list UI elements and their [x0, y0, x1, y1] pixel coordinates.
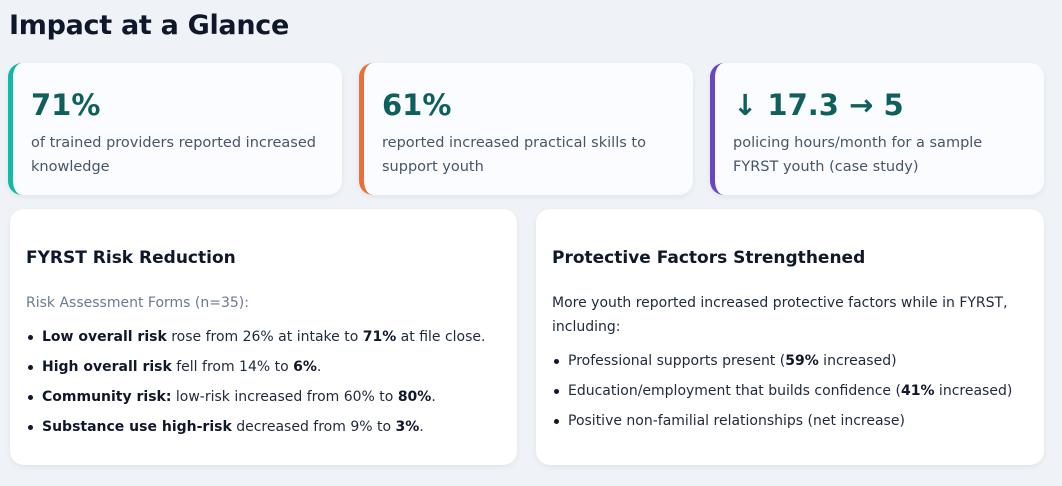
card-subtitle: Risk Assessment Forms (n=35): — [26, 295, 249, 311]
list-item: Community risk: low-risk increased from … — [28, 387, 501, 407]
stat-description: reported increased practical skills to s… — [382, 135, 646, 175]
list-item: Substance use high-risk decreased from 9… — [28, 417, 501, 437]
risk-list: Low overall risk rose from 26% at intake… — [26, 327, 501, 437]
list-item: Education/employment that builds confide… — [554, 381, 1028, 401]
card-title: FYRST Risk Reduction — [26, 248, 236, 268]
card-intro: More youth reported increased protective… — [552, 295, 1008, 335]
risk-reduction-card: FYRST Risk Reduction Risk Assessment For… — [10, 209, 517, 465]
stat-description: of trained providers reported increased … — [31, 135, 316, 175]
protective-factors-card: Protective Factors Strengthened More you… — [536, 209, 1044, 465]
stat-value: 61% — [382, 88, 452, 122]
stat-description: policing hours/month for a sample FYRST … — [733, 135, 983, 175]
page-title: Impact at a Glance — [9, 10, 289, 41]
protective-list: Professional supports present (59% incre… — [552, 351, 1028, 431]
list-item: Professional supports present (59% incre… — [554, 351, 1028, 371]
stat-value: 71% — [31, 88, 101, 122]
stat-card-skills: 61% reported increased practical skills … — [359, 63, 693, 195]
stat-card-knowledge: 71% of trained providers reported increa… — [8, 63, 342, 195]
list-item: High overall risk fell from 14% to 6%. — [28, 357, 501, 377]
card-title: Protective Factors Strengthened — [552, 248, 866, 268]
stat-value: ↓ 17.3 → 5 — [733, 88, 904, 122]
list-item: Positive non-familial relationships (net… — [554, 411, 1028, 431]
stat-card-policing-hours: ↓ 17.3 → 5 policing hours/month for a sa… — [710, 63, 1044, 195]
list-item: Low overall risk rose from 26% at intake… — [28, 327, 501, 347]
